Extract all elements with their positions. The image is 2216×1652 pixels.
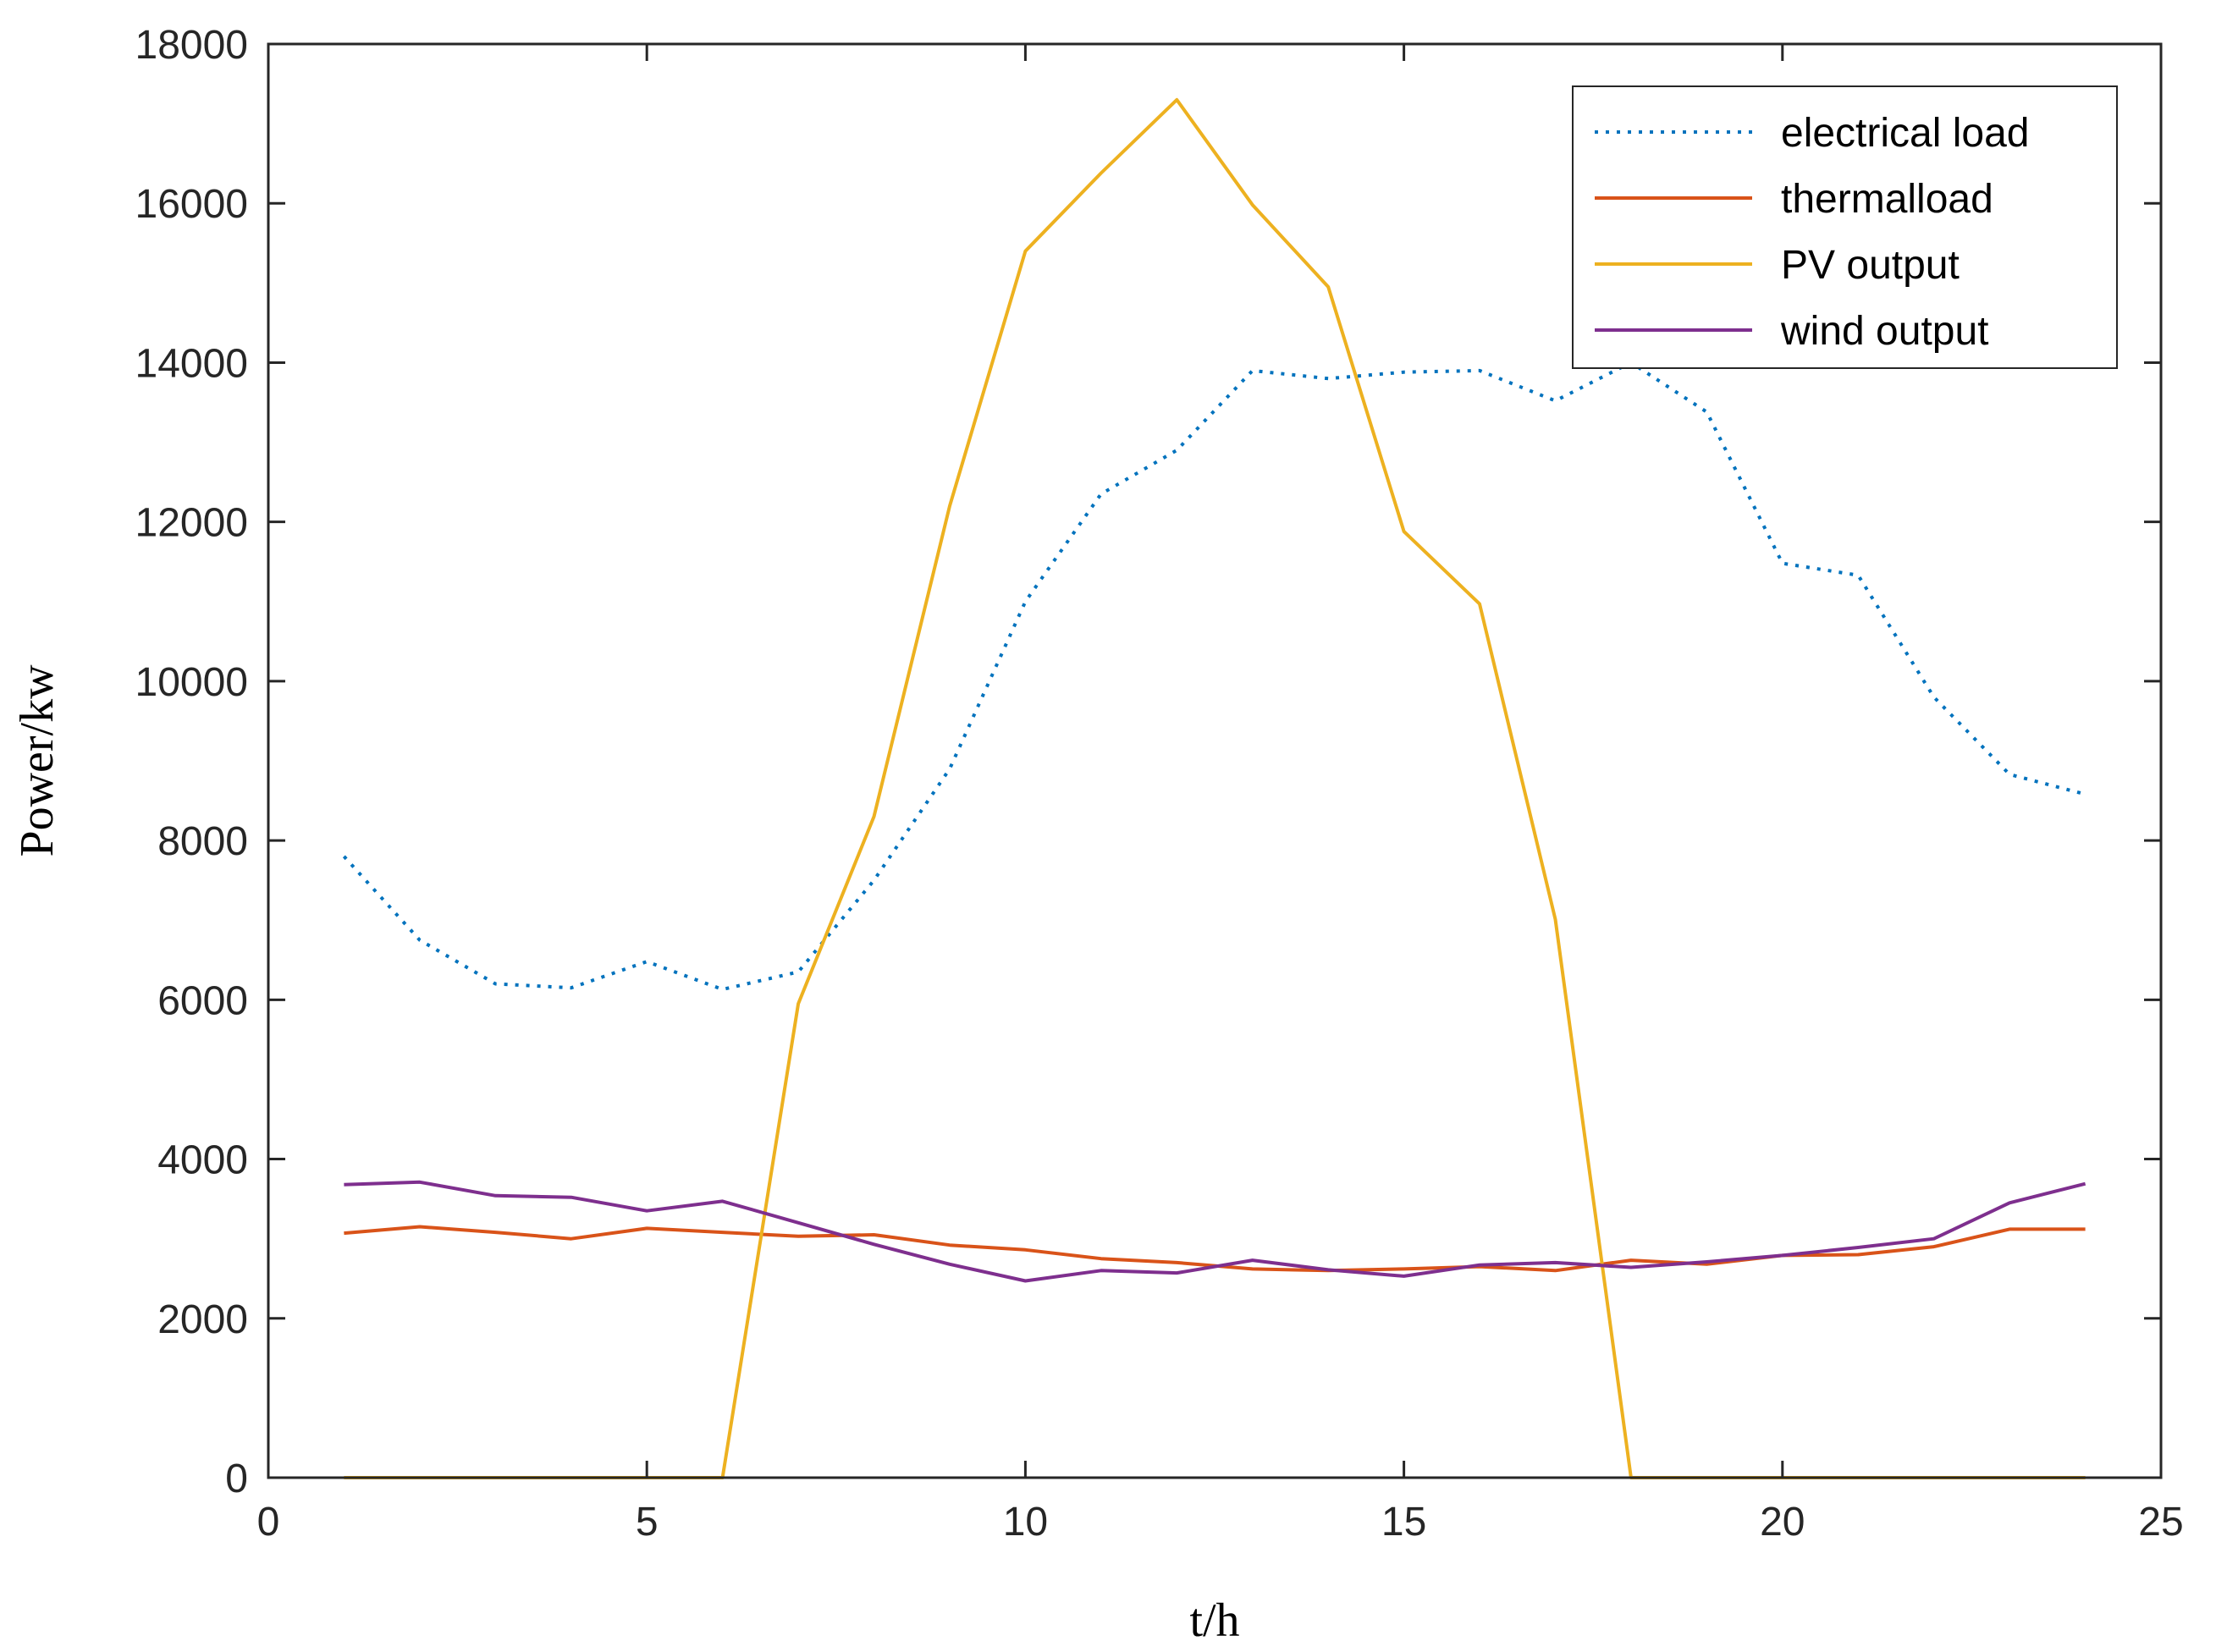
x-tick-label: 25	[2138, 1500, 2183, 1545]
x-tick-label: 20	[1760, 1500, 1805, 1545]
legend: electrical load thermalload PV output wind …	[1572, 85, 2118, 369]
legend-label-1: thermalload	[1781, 177, 1993, 222]
y-tick-label: 4000	[157, 1138, 248, 1183]
legend-label-3: wind output	[1780, 309, 1989, 354]
tick-layer: 0 5 10 15 20 25 0 2000 4000 6000 8000 10000 12000 140…	[135, 23, 2184, 1545]
series-line-3	[344, 1180, 2086, 1283]
y-tick-label: 18000	[135, 23, 248, 68]
y-tick-label: 6000	[157, 978, 248, 1023]
y-tick-label: 2000	[157, 1297, 248, 1342]
y-tick-label: 10000	[135, 660, 248, 705]
x-tick-label: 15	[1381, 1500, 1426, 1545]
x-axis-title: t/h	[1189, 1594, 1239, 1647]
x-tick-label: 0	[257, 1500, 280, 1545]
x-tick-label: 5	[636, 1500, 659, 1545]
y-tick-label: 14000	[135, 341, 248, 386]
legend-label-2: PV output	[1781, 243, 1960, 288]
plot-area-frame	[267, 42, 2163, 1479]
legend-label-0: electrical load	[1781, 111, 2029, 156]
x-tick-label: 10	[1003, 1500, 1048, 1545]
y-tick-label: 16000	[135, 182, 248, 227]
y-tick-label: 0	[225, 1457, 248, 1501]
y-tick-label: 12000	[135, 501, 248, 546]
y-tick-label: 8000	[157, 819, 248, 864]
y-axis-title: Power/kw	[11, 664, 63, 857]
series-line-0	[342, 361, 2086, 992]
